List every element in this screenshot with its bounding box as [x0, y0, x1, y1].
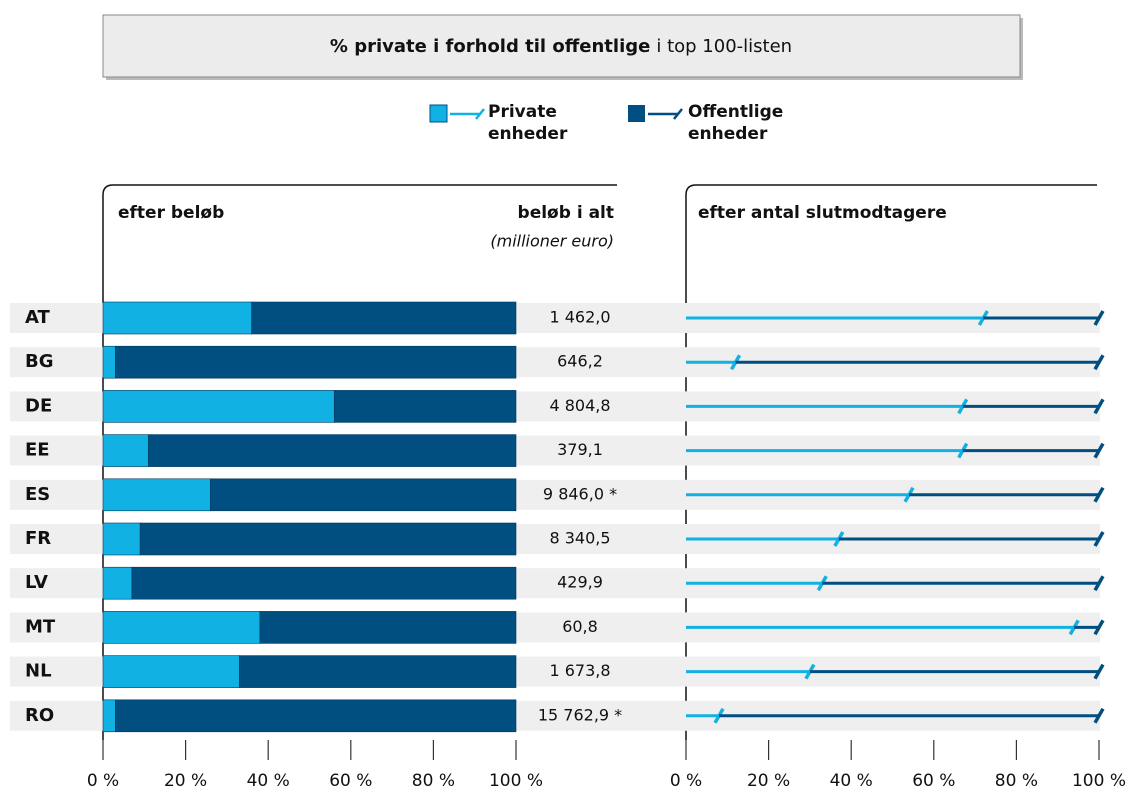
bar-segment [102, 611, 261, 644]
marker [1093, 398, 1105, 415]
legend-swatch [628, 105, 645, 122]
total-label: 60,8 [562, 617, 598, 636]
panel-title: efter antal slutmodtagere [698, 203, 947, 223]
bar-segment [210, 478, 517, 512]
marker [1093, 619, 1105, 636]
total-label: 15 762,9 * [538, 705, 622, 724]
x-tick-label: 20 % [164, 771, 207, 791]
legend-swatch [429, 104, 448, 123]
y-tick-label: DE [25, 395, 52, 416]
y-tick-label: ES [25, 484, 50, 505]
marker [1093, 442, 1105, 459]
bar-segment [115, 345, 517, 379]
bar-segment [102, 345, 116, 379]
bar-segment [115, 699, 517, 733]
total-label: 429,9 [557, 573, 603, 592]
x-tick-label: 80 % [412, 771, 455, 791]
title-box [102, 14, 1021, 78]
bar-segment [131, 566, 517, 600]
x-tick-label: 40 % [247, 771, 290, 791]
bar-segment [333, 390, 517, 423]
x-tick-label: 100 % [1072, 771, 1126, 791]
x-tick-label: 40 % [830, 771, 873, 791]
x-tick-label: 80 % [995, 771, 1038, 791]
legend-label: Private enheder [488, 102, 568, 144]
totals-unit: (millioner euro) [490, 232, 614, 251]
title-suffix: i top 100-listen [656, 36, 792, 57]
x-tick-label: 0 % [87, 771, 119, 791]
bar-segment [102, 390, 335, 423]
marker [1093, 310, 1105, 326]
x-tick-label: 0 % [670, 771, 702, 791]
y-tick-label: BG [25, 351, 54, 372]
bar-segment [238, 655, 517, 688]
bar-segment [102, 478, 211, 512]
panel-title: efter beløb [118, 203, 224, 223]
total-label: 4 804,8 [549, 396, 610, 415]
legend-label: Offentlige enheder [688, 102, 784, 144]
marker [1093, 486, 1105, 503]
y-tick-label: FR [25, 528, 51, 549]
chart-title: % private i forhold til offentlige i top … [330, 36, 792, 57]
bar-segment [102, 522, 141, 556]
total-label: 8 340,5 [549, 529, 610, 548]
bar-segment [148, 434, 517, 467]
legend-line [648, 108, 683, 120]
x-tick-label: 100 % [489, 771, 543, 791]
bar-segment [102, 301, 252, 335]
x-tick-label: 60 % [329, 771, 372, 791]
marker [1093, 707, 1105, 724]
total-label: 379,1 [557, 440, 603, 459]
y-tick-label: NL [25, 661, 52, 682]
total-label: 1 462,0 [549, 308, 610, 327]
y-tick-label: RO [25, 705, 54, 726]
bar-segment [102, 566, 133, 600]
bar-segment [259, 611, 517, 644]
panel-frame [685, 184, 1097, 740]
y-tick-label: MT [25, 616, 56, 637]
total-label: 9 846,0 * [543, 484, 617, 503]
marker [1093, 531, 1105, 547]
bar-segment [251, 301, 517, 335]
total-label: 1 673,8 [549, 661, 610, 680]
total-label: 646,2 [557, 352, 603, 371]
legend-line [450, 108, 485, 120]
marker [1093, 575, 1105, 592]
bar-segment [102, 434, 149, 467]
y-tick-label: EE [25, 440, 50, 461]
x-tick-label: 20 % [747, 771, 790, 791]
marker [1093, 663, 1105, 680]
title-main: % private i forhold til offentlige [330, 36, 650, 57]
panel-frame [102, 184, 617, 740]
x-tick-label: 60 % [912, 771, 955, 791]
y-tick-label: AT [25, 307, 51, 328]
bar-segment [102, 655, 240, 688]
bar-segment [102, 699, 116, 733]
totals-title: beløb i alt [518, 203, 614, 223]
y-tick-label: LV [25, 572, 48, 593]
bar-segment [139, 522, 517, 556]
marker [1093, 354, 1105, 371]
